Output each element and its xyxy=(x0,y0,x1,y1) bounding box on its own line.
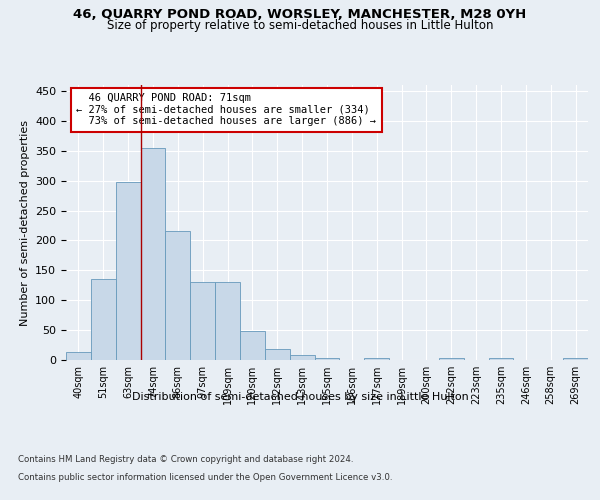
Bar xyxy=(290,355,314,360)
Bar xyxy=(166,232,190,360)
Bar xyxy=(314,358,340,360)
Text: 46 QUARRY POND ROAD: 71sqm
← 27% of semi-detached houses are smaller (334)
  73%: 46 QUARRY POND ROAD: 71sqm ← 27% of semi… xyxy=(76,93,376,126)
Bar xyxy=(91,280,116,360)
Bar xyxy=(190,282,215,360)
Text: Contains HM Land Registry data © Crown copyright and database right 2024.: Contains HM Land Registry data © Crown c… xyxy=(18,455,353,464)
Bar xyxy=(116,182,140,360)
Bar xyxy=(563,358,588,360)
Text: Contains public sector information licensed under the Open Government Licence v3: Contains public sector information licen… xyxy=(18,472,392,482)
Bar xyxy=(488,358,514,360)
Bar xyxy=(140,148,166,360)
Bar xyxy=(265,348,290,360)
Text: Size of property relative to semi-detached houses in Little Hulton: Size of property relative to semi-detach… xyxy=(107,19,493,32)
Bar xyxy=(240,332,265,360)
Bar xyxy=(364,358,389,360)
Y-axis label: Number of semi-detached properties: Number of semi-detached properties xyxy=(20,120,29,326)
Text: 46, QUARRY POND ROAD, WORSLEY, MANCHESTER, M28 0YH: 46, QUARRY POND ROAD, WORSLEY, MANCHESTE… xyxy=(73,8,527,20)
Bar xyxy=(439,358,464,360)
Text: Distribution of semi-detached houses by size in Little Hulton: Distribution of semi-detached houses by … xyxy=(131,392,469,402)
Bar xyxy=(66,352,91,360)
Bar xyxy=(215,282,240,360)
